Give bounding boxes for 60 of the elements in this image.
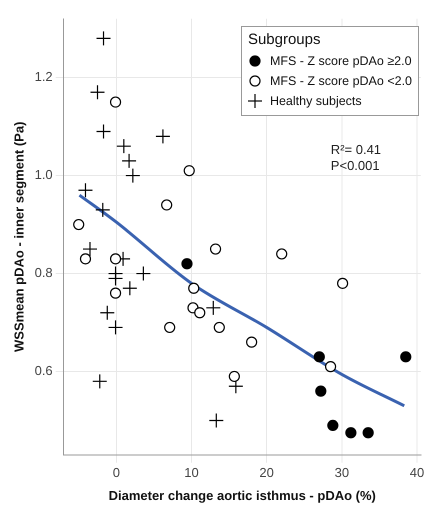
point [194, 307, 206, 318]
y-tick-label: 1.0 [34, 167, 53, 182]
x-tick-label: 20 [259, 465, 274, 480]
point [108, 320, 124, 336]
x-axis-title: Diameter change aortic isthmus - pDAo (%) [108, 488, 376, 503]
x-tick-label: 0 [112, 465, 120, 480]
point [110, 253, 122, 264]
point [100, 305, 115, 320]
point [362, 427, 374, 438]
point [92, 374, 108, 389]
point [125, 168, 140, 184]
point [96, 30, 112, 46]
point [110, 96, 122, 108]
point [208, 412, 224, 428]
legend-label: MFS - Z score pDAo <2.0 [270, 74, 412, 88]
point [327, 420, 338, 432]
legend-title: Subgroups [248, 31, 322, 48]
point [155, 128, 171, 144]
point [90, 84, 106, 100]
point [80, 253, 92, 264]
point [110, 288, 122, 299]
point [82, 241, 98, 257]
point [116, 138, 132, 154]
legend-label: MFS - Z score pDAo ≥2.0 [270, 54, 412, 68]
point [315, 386, 326, 397]
point [121, 153, 137, 168]
point [78, 182, 94, 198]
point [95, 202, 110, 218]
x-tick-label: 40 [410, 465, 424, 480]
point [206, 300, 221, 316]
point [214, 322, 225, 334]
point [136, 266, 151, 282]
y-tick-label: 1.2 [34, 69, 53, 84]
point [228, 370, 240, 382]
point [161, 199, 172, 211]
point [122, 280, 138, 296]
point [181, 258, 193, 270]
annotation: P<0.001 [330, 158, 380, 173]
point [73, 218, 84, 230]
point [188, 282, 200, 294]
point [210, 243, 222, 255]
point [96, 124, 112, 140]
y-tick-label: 0.6 [34, 363, 53, 378]
annotation: R²= 0.41 [330, 142, 382, 157]
point [400, 351, 412, 362]
point [246, 336, 258, 348]
y-axis-title: WSSmean pDAo - inner segment (Pa) [11, 122, 26, 352]
point [337, 278, 348, 289]
point [345, 427, 356, 438]
point [184, 165, 195, 176]
point [164, 322, 176, 334]
point [314, 351, 325, 362]
point [324, 361, 336, 372]
point [108, 270, 124, 286]
line-series [78, 194, 406, 408]
x-tick-label: 30 [334, 465, 350, 480]
x-tick-label: 10 [184, 465, 199, 480]
y-tick-label: 0.8 [34, 265, 53, 280]
point [276, 248, 288, 260]
legend-label: Healthy subjects [270, 94, 362, 108]
